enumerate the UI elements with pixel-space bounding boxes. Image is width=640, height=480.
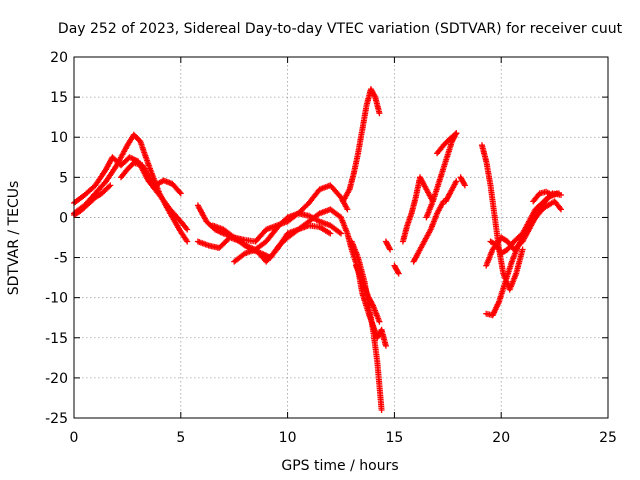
y-tick-label: 10 bbox=[50, 130, 68, 146]
series-arc-16 bbox=[410, 198, 447, 265]
series-arc-4 bbox=[118, 159, 184, 197]
x-tick-label: 0 bbox=[70, 430, 79, 446]
y-tick-label: -10 bbox=[45, 291, 68, 307]
data-point bbox=[184, 226, 191, 233]
chart-title: Day 252 of 2023, Sidereal Day-to-day VTE… bbox=[58, 21, 623, 37]
data-point bbox=[461, 182, 468, 189]
series-arc-13 bbox=[382, 238, 394, 253]
data-point bbox=[558, 206, 564, 213]
series-arc-12 bbox=[353, 262, 383, 325]
data-point bbox=[395, 270, 402, 277]
plot-frame bbox=[73, 56, 609, 419]
data-point bbox=[371, 92, 378, 99]
y-axis-label: SDTVAR / TECUs bbox=[6, 181, 22, 296]
data-point bbox=[519, 246, 526, 253]
data-point bbox=[344, 206, 351, 213]
series-arc-14 bbox=[391, 262, 402, 277]
data-point bbox=[184, 238, 191, 245]
y-tick-label: 15 bbox=[50, 90, 68, 106]
y-tick-label: 5 bbox=[59, 170, 68, 186]
data-points-layer bbox=[71, 86, 564, 413]
data-point bbox=[452, 131, 459, 138]
y-tick-label: -5 bbox=[54, 251, 68, 267]
data-point bbox=[453, 130, 460, 137]
data-point bbox=[395, 269, 401, 276]
data-point bbox=[177, 190, 184, 197]
y-tick-label: -20 bbox=[45, 371, 68, 387]
series-arc-18 bbox=[434, 130, 460, 157]
x-tick-label: 15 bbox=[385, 430, 403, 446]
y-tick-label: -15 bbox=[45, 331, 68, 347]
series-arc-1 bbox=[71, 131, 191, 245]
data-point bbox=[556, 205, 563, 212]
data-point bbox=[378, 407, 385, 413]
x-tick-label: 10 bbox=[279, 430, 297, 446]
series-arc-25 bbox=[530, 188, 562, 205]
series-arc-11 bbox=[348, 238, 385, 413]
series-arc-24 bbox=[483, 190, 560, 269]
data-point bbox=[453, 178, 460, 185]
series-arc-9 bbox=[340, 86, 383, 205]
data-point bbox=[376, 318, 383, 325]
series-arc-20 bbox=[457, 174, 468, 189]
grid-layer bbox=[74, 57, 608, 418]
x-axis-label: GPS time / hours bbox=[281, 458, 398, 474]
data-point bbox=[555, 190, 562, 197]
y-tick-label: 0 bbox=[59, 210, 68, 226]
data-point bbox=[327, 230, 334, 237]
data-point bbox=[387, 246, 394, 253]
data-point bbox=[106, 183, 113, 190]
tick-layer: 0 5 10 15 20 25 20 15 10 5 0 -5 -10 -15 -20 -25 bbox=[45, 50, 617, 446]
x-tick-label: 25 bbox=[599, 430, 617, 446]
data-point bbox=[336, 229, 343, 236]
data-point bbox=[338, 230, 344, 237]
data-point bbox=[376, 110, 383, 117]
x-tick-label: 5 bbox=[176, 430, 185, 446]
series-arc-8 bbox=[231, 210, 344, 265]
data-point bbox=[107, 182, 114, 189]
data-point bbox=[382, 342, 389, 349]
series-arc-19 bbox=[442, 178, 460, 205]
data-point bbox=[176, 189, 183, 196]
y-tick-label: -25 bbox=[45, 411, 68, 427]
x-tick-label: 20 bbox=[492, 430, 510, 446]
data-point bbox=[386, 245, 393, 252]
y-tick-label: 20 bbox=[50, 50, 68, 66]
